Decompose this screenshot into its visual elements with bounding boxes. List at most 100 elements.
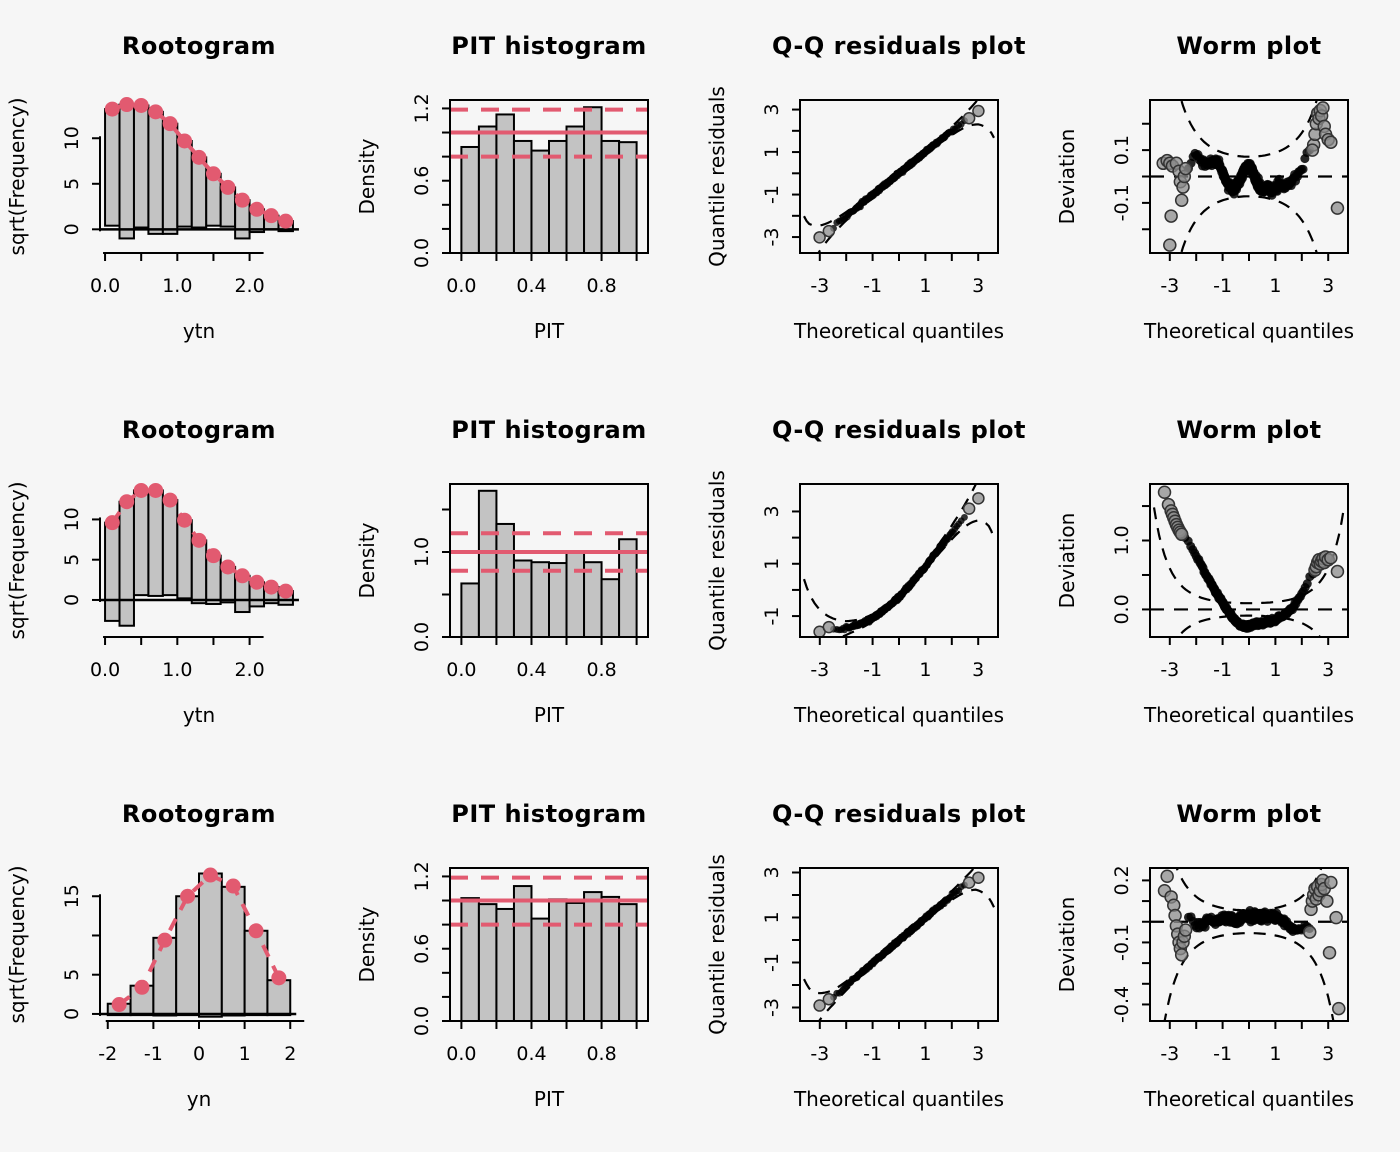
svg-text:1: 1 (919, 1043, 931, 1065)
panel-title: PIT histogram (451, 416, 647, 444)
svg-text:0.0: 0.0 (411, 1006, 433, 1036)
qq-plot-canvas: -3 -1 1 3 -1 1 3 Theoretical quantiles Quantile … (705, 470, 1004, 727)
panel-row1-worm-plot: Worm plot -3 -1 1 3 -0.1 0.1 Theoretical quant… (1050, 0, 1400, 384)
x-axis-label: Theoretical quantiles (1143, 703, 1354, 727)
svg-text:10: 10 (61, 126, 83, 150)
confidence-band (803, 868, 976, 995)
expected-dots (104, 482, 294, 599)
plot-box (449, 483, 649, 638)
svg-text:5: 5 (61, 554, 83, 566)
svg-text:0.1: 0.1 (1111, 135, 1133, 165)
svg-text:-1: -1 (863, 659, 882, 681)
x-axis-label: Theoretical quantiles (1143, 319, 1354, 343)
worm-plot-canvas: -3 -1 1 3 0.0 1.0 Theoretical quantiles Deviati… (1055, 483, 1354, 727)
axes: 0.0 0.4 0.8 0.0 0.6 1.2 PIT Density (355, 93, 638, 343)
svg-text:1.2: 1.2 (411, 93, 433, 123)
svg-text:1.0: 1.0 (1111, 525, 1133, 555)
worm-content (1150, 868, 1348, 1021)
svg-text:0: 0 (193, 1043, 205, 1065)
worm-points (1157, 485, 1345, 633)
pit-bars (460, 885, 638, 1023)
svg-text:-3: -3 (810, 1043, 829, 1065)
svg-text:3: 3 (761, 104, 783, 116)
svg-text:0.0: 0.0 (446, 1043, 476, 1065)
x-axis-label: yn (187, 1087, 212, 1111)
x-axis-label: Theoretical quantiles (793, 703, 1004, 727)
x-axis-label: ytn (183, 319, 215, 343)
confidence-band (1180, 195, 1318, 253)
panel-row3-rootogram: Rootogram -2 -1 0 1 2 0 5 15 yn sqrt(Frequency) (0, 768, 350, 1152)
svg-text:-1: -1 (1213, 659, 1232, 681)
pit-histogram-canvas: 0.0 0.4 0.8 0.0 0.6 1.2 PIT Density (355, 93, 649, 343)
rootogram-canvas: -2 -1 0 1 2 0 5 15 yn sqrt(Frequency) (5, 865, 305, 1111)
svg-text:0.4: 0.4 (516, 275, 546, 297)
svg-text:0.8: 0.8 (586, 1043, 616, 1065)
worm-plot-canvas: -3 -1 1 3 -0.1 0.1 Theoretical quantiles Deviat… (1055, 99, 1354, 343)
svg-text:5: 5 (61, 178, 83, 190)
x-axis-label: Theoretical quantiles (1143, 1087, 1354, 1111)
svg-text:-1: -1 (863, 1043, 882, 1065)
panel-title: PIT histogram (451, 32, 647, 60)
svg-text:1: 1 (1269, 1043, 1281, 1065)
confidence-band (817, 888, 995, 1021)
svg-text:0.8: 0.8 (586, 275, 616, 297)
svg-text:-3: -3 (810, 659, 829, 681)
svg-text:3: 3 (972, 659, 984, 681)
y-axis-label: Density (355, 906, 379, 982)
svg-text:1: 1 (919, 275, 931, 297)
axes: -3 -1 1 3 -3 -1 1 3 Theoretical quantiles Quantil… (705, 854, 1004, 1111)
x-axis-label: PIT (534, 319, 565, 343)
panel-row2-rootogram: Rootogram 0.0 1.0 2.0 0 5 10 ytn sqrt(Frequency… (0, 384, 350, 768)
confidence-band (803, 100, 979, 227)
axes: 0.0 1.0 2.0 0 5 10 ytn sqrt(Frequency) (5, 481, 265, 727)
svg-text:1.0: 1.0 (162, 275, 192, 297)
axes: -3 -1 1 3 -1 1 3 Theoretical quantiles Quantile … (705, 470, 1004, 727)
y-axis-label: Deviation (1055, 513, 1079, 609)
svg-text:-1: -1 (1213, 275, 1232, 297)
svg-text:-1: -1 (761, 953, 783, 972)
pit-histogram-canvas: 0.0 0.4 0.8 0.0 1.0 PIT Density (355, 483, 649, 727)
svg-text:0.0: 0.0 (446, 275, 476, 297)
svg-text:2: 2 (284, 1043, 296, 1065)
qq-points (813, 492, 985, 637)
axes: -3 -1 1 3 -3 -1 1 3 Theoretical quantiles Quantil… (705, 86, 1004, 343)
svg-text:1.2: 1.2 (411, 861, 433, 891)
y-axis-label: Quantile residuals (705, 86, 729, 267)
svg-text:0.0: 0.0 (411, 622, 433, 652)
axes: 0.0 0.4 0.8 0.0 0.6 1.2 PIT Density (355, 861, 638, 1111)
svg-text:-1: -1 (863, 275, 882, 297)
svg-text:1.0: 1.0 (411, 537, 433, 567)
panel-row2-qq-plot: Q-Q residuals plot -3 -1 1 3 -1 1 3 Theoretical… (700, 384, 1050, 768)
svg-text:3: 3 (972, 275, 984, 297)
svg-text:0.2: 0.2 (1111, 865, 1133, 895)
panel-title: Rootogram (121, 416, 277, 444)
svg-text:0: 0 (61, 223, 83, 235)
svg-text:1: 1 (761, 558, 783, 570)
expected-dots (104, 97, 294, 229)
panel-title: Q-Q residuals plot (772, 800, 1026, 828)
expected-dots (111, 867, 287, 1013)
pit-histogram-canvas: 0.0 0.4 0.8 0.0 0.6 1.2 PIT Density (355, 861, 649, 1111)
qq-points (813, 104, 985, 244)
rootogram-bars (106, 872, 292, 1018)
svg-text:-1: -1 (761, 185, 783, 204)
expected-curve (117, 872, 281, 1007)
panel-title: Worm plot (1176, 32, 1322, 60)
svg-text:3: 3 (1322, 1043, 1334, 1065)
svg-text:2.0: 2.0 (234, 659, 264, 681)
panel-row2-pit-histogram: PIT histogram 0.0 0.4 0.8 0.0 1.0 PIT Density (350, 384, 700, 768)
qq-content (803, 100, 995, 253)
svg-text:0.0: 0.0 (446, 659, 476, 681)
svg-text:0.4: 0.4 (516, 1043, 546, 1065)
panel-title: PIT histogram (451, 800, 647, 828)
panel-title: Q-Q residuals plot (772, 32, 1026, 60)
x-axis-label: ytn (183, 703, 215, 727)
svg-text:0.0: 0.0 (411, 238, 433, 268)
svg-text:0: 0 (61, 594, 83, 606)
svg-text:-3: -3 (1160, 659, 1179, 681)
svg-text:3: 3 (761, 866, 783, 878)
panel-title: Worm plot (1176, 416, 1322, 444)
svg-text:3: 3 (1322, 275, 1334, 297)
panel-row1-rootogram: Rootogram 0.0 1.0 2.0 0 5 10 ytn sqrt(Frequency… (0, 0, 350, 384)
